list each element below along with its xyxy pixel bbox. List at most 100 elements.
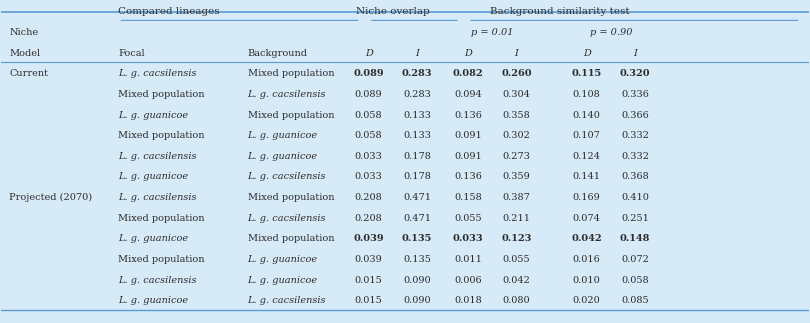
Text: 0.042: 0.042 [571, 234, 602, 244]
Text: 0.055: 0.055 [454, 214, 482, 223]
Text: 0.148: 0.148 [620, 234, 650, 244]
Text: 0.033: 0.033 [453, 234, 484, 244]
Text: Mixed population: Mixed population [248, 69, 334, 78]
Text: 0.115: 0.115 [572, 69, 602, 78]
Text: I: I [416, 48, 419, 57]
Text: L. g. guanicoe: L. g. guanicoe [248, 131, 318, 140]
Text: 0.133: 0.133 [403, 131, 431, 140]
Text: D: D [582, 48, 590, 57]
Text: 0.332: 0.332 [621, 131, 649, 140]
Text: 0.010: 0.010 [573, 276, 600, 285]
Text: 0.107: 0.107 [573, 131, 600, 140]
Text: 0.090: 0.090 [403, 276, 431, 285]
Text: L. g. cacsilensis: L. g. cacsilensis [118, 193, 197, 202]
Text: 0.366: 0.366 [621, 110, 649, 120]
Text: 0.072: 0.072 [621, 255, 649, 264]
Text: 0.332: 0.332 [621, 152, 649, 161]
Text: 0.058: 0.058 [621, 276, 649, 285]
Text: 0.020: 0.020 [573, 297, 600, 306]
Text: 0.410: 0.410 [621, 193, 649, 202]
Text: Mixed population: Mixed population [248, 234, 334, 244]
Text: 0.471: 0.471 [403, 214, 431, 223]
Text: 0.358: 0.358 [502, 110, 531, 120]
Text: 0.211: 0.211 [502, 214, 531, 223]
Text: 0.055: 0.055 [502, 255, 531, 264]
Text: 0.135: 0.135 [402, 234, 433, 244]
Text: 0.090: 0.090 [403, 297, 431, 306]
Text: Compared lineages: Compared lineages [118, 7, 220, 16]
Text: 0.085: 0.085 [621, 297, 649, 306]
Text: D: D [464, 48, 472, 57]
Text: 0.123: 0.123 [501, 234, 531, 244]
Text: 0.251: 0.251 [621, 214, 649, 223]
Text: 0.141: 0.141 [573, 172, 601, 182]
Text: L. g. guanicoe: L. g. guanicoe [118, 110, 189, 120]
Text: 0.283: 0.283 [403, 90, 431, 99]
Text: Niche: Niche [10, 28, 39, 37]
Text: 0.158: 0.158 [454, 193, 482, 202]
Text: L. g. cacsilensis: L. g. cacsilensis [118, 69, 197, 78]
Text: p = 0.90: p = 0.90 [590, 28, 632, 37]
Text: 0.018: 0.018 [454, 297, 482, 306]
Text: 0.006: 0.006 [454, 276, 482, 285]
Text: Current: Current [10, 69, 49, 78]
Text: 0.304: 0.304 [502, 90, 531, 99]
Text: 0.016: 0.016 [573, 255, 600, 264]
Text: 0.058: 0.058 [355, 110, 382, 120]
Text: Mixed population: Mixed population [118, 131, 205, 140]
Text: 0.178: 0.178 [403, 152, 431, 161]
Text: 0.033: 0.033 [355, 152, 382, 161]
Text: 0.387: 0.387 [502, 193, 531, 202]
Text: 0.124: 0.124 [573, 152, 601, 161]
Text: 0.011: 0.011 [454, 255, 482, 264]
Text: I: I [514, 48, 518, 57]
Text: I: I [633, 48, 637, 57]
Text: L. g. guanicoe: L. g. guanicoe [248, 276, 318, 285]
Text: L. g. cacsilensis: L. g. cacsilensis [118, 276, 197, 285]
Text: 0.133: 0.133 [403, 110, 431, 120]
Text: Mixed population: Mixed population [248, 110, 334, 120]
Text: 0.091: 0.091 [454, 152, 482, 161]
Text: 0.368: 0.368 [621, 172, 649, 182]
Text: L. g. cacsilensis: L. g. cacsilensis [118, 152, 197, 161]
Text: Mixed population: Mixed population [118, 255, 205, 264]
Text: Mixed population: Mixed population [118, 90, 205, 99]
Text: L. g. guanicoe: L. g. guanicoe [248, 152, 318, 161]
Text: Mixed population: Mixed population [248, 193, 334, 202]
Text: 0.260: 0.260 [501, 69, 531, 78]
Text: 0.094: 0.094 [454, 90, 482, 99]
Text: L. g. cacsilensis: L. g. cacsilensis [248, 214, 326, 223]
Text: 0.091: 0.091 [454, 131, 482, 140]
Text: 0.033: 0.033 [355, 172, 382, 182]
Text: Niche overlap: Niche overlap [356, 7, 430, 16]
Text: L. g. cacsilensis: L. g. cacsilensis [248, 297, 326, 306]
Text: L. g. cacsilensis: L. g. cacsilensis [248, 172, 326, 182]
Text: L. g. guanicoe: L. g. guanicoe [118, 297, 189, 306]
Text: 0.302: 0.302 [502, 131, 531, 140]
Text: 0.320: 0.320 [620, 69, 650, 78]
Text: 0.359: 0.359 [502, 172, 531, 182]
Text: L. g. guanicoe: L. g. guanicoe [118, 172, 189, 182]
Text: L. g. guanicoe: L. g. guanicoe [118, 234, 189, 244]
Text: 0.080: 0.080 [502, 297, 531, 306]
Text: 0.039: 0.039 [355, 255, 382, 264]
Text: 0.178: 0.178 [403, 172, 431, 182]
Text: 0.135: 0.135 [403, 255, 431, 264]
Text: 0.108: 0.108 [573, 90, 600, 99]
Text: 0.042: 0.042 [502, 276, 531, 285]
Text: Background similarity test: Background similarity test [490, 7, 629, 16]
Text: 0.058: 0.058 [355, 131, 382, 140]
Text: 0.082: 0.082 [453, 69, 484, 78]
Text: 0.471: 0.471 [403, 193, 431, 202]
Text: 0.039: 0.039 [353, 234, 384, 244]
Text: 0.336: 0.336 [621, 90, 649, 99]
Text: 0.208: 0.208 [355, 214, 382, 223]
Text: L. g. cacsilensis: L. g. cacsilensis [248, 90, 326, 99]
Text: 0.169: 0.169 [573, 193, 600, 202]
Text: 0.136: 0.136 [454, 172, 482, 182]
Text: L. g. guanicoe: L. g. guanicoe [248, 255, 318, 264]
Text: 0.136: 0.136 [454, 110, 482, 120]
Text: Projected (2070): Projected (2070) [10, 193, 92, 202]
Text: 0.089: 0.089 [355, 90, 382, 99]
Text: 0.208: 0.208 [355, 193, 382, 202]
